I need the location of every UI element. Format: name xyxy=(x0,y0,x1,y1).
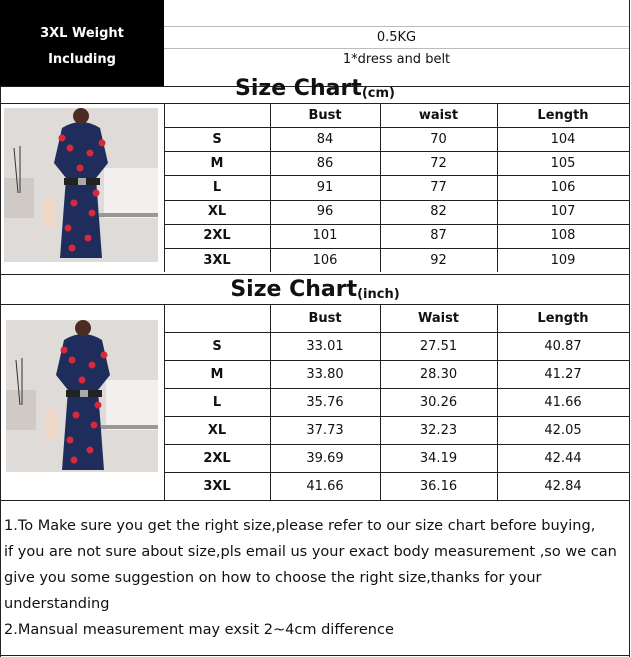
measure-cell: 41.66 xyxy=(544,394,582,410)
measure-cell: 39.69 xyxy=(306,450,344,466)
measure-cell: 41.27 xyxy=(544,366,582,382)
note-line: give you some suggestion on how to choos… xyxy=(4,570,542,586)
measure-cell: 106 xyxy=(550,179,576,195)
including-value: 1*dress and belt xyxy=(342,51,451,67)
measure-cell: 33.80 xyxy=(306,366,344,382)
size-cell: XL xyxy=(207,422,227,438)
measure-cell: 27.51 xyxy=(419,338,458,354)
size-cell: 3XL xyxy=(203,478,231,494)
inch-title: Size Chart (inch) xyxy=(230,276,400,302)
column-header: Bust xyxy=(308,310,342,326)
measure-cell: 87 xyxy=(430,228,447,244)
measure-cell: 35.76 xyxy=(306,394,344,410)
dress-illustration xyxy=(4,108,158,262)
measure-cell: 33.01 xyxy=(306,338,344,354)
dress-illustration xyxy=(6,320,158,472)
column-header: Bust xyxy=(308,107,342,123)
note-line: 1.To Make sure you get the right size,pl… xyxy=(4,518,596,534)
measure-cell: 105 xyxy=(550,155,576,171)
measure-cell: 101 xyxy=(312,228,338,244)
measure-cell: 96 xyxy=(316,204,334,220)
measure-cell: 70 xyxy=(430,131,447,147)
size-notes: 1.To Make sure you get the right size,pl… xyxy=(4,513,629,643)
note-line: if you are not sure about size,pls email… xyxy=(4,544,617,560)
measure-cell: 109 xyxy=(550,252,576,268)
including-label: Including xyxy=(48,51,116,67)
cm-title: Size Chart (cm) xyxy=(235,75,395,101)
measure-cell: 42.44 xyxy=(544,450,582,466)
size-cell: L xyxy=(212,179,222,195)
measure-cell: 42.84 xyxy=(544,478,582,494)
size-cell: M xyxy=(210,155,224,171)
measure-cell: 108 xyxy=(550,228,576,244)
note-line: 2.Mansual measurement may exsit 2~4cm di… xyxy=(4,622,394,638)
weight-value: 0.5KG xyxy=(376,29,417,45)
measure-cell: 42.05 xyxy=(544,422,582,438)
size-cell: S xyxy=(212,131,222,147)
column-header: Length xyxy=(537,310,589,326)
measure-cell: 77 xyxy=(430,179,447,195)
measure-cell: 72 xyxy=(430,155,447,171)
measure-cell: 84 xyxy=(316,131,334,147)
dress-photo-cm xyxy=(4,108,158,262)
column-header: Length xyxy=(537,107,589,123)
measure-cell: 28.30 xyxy=(419,366,458,382)
column-header: Waist xyxy=(417,310,460,326)
size-cell: 2XL xyxy=(203,450,231,466)
measure-cell: 41.66 xyxy=(306,478,344,494)
column-header: waist xyxy=(418,107,459,123)
size-cell: M xyxy=(210,366,224,382)
measure-cell: 86 xyxy=(316,155,334,171)
size-cell: L xyxy=(212,394,222,410)
measure-cell: 91 xyxy=(316,179,334,195)
measure-cell: 36.16 xyxy=(419,478,458,494)
note-line: understanding xyxy=(4,596,110,612)
measure-cell: 40.87 xyxy=(544,338,582,354)
measure-cell: 32.23 xyxy=(419,422,458,438)
size-cell: XL xyxy=(207,204,227,220)
measure-cell: 37.73 xyxy=(306,422,344,438)
size-cell: 2XL xyxy=(203,228,231,244)
measure-cell: 106 xyxy=(312,252,338,268)
size-cell: 3XL xyxy=(203,252,231,268)
measure-cell: 92 xyxy=(430,252,447,268)
measure-cell: 107 xyxy=(550,204,576,220)
measure-cell: 82 xyxy=(430,204,447,220)
weight-label: 3XL Weight xyxy=(40,25,124,41)
measure-cell: 34.19 xyxy=(419,450,458,466)
dress-photo-inch xyxy=(6,320,158,472)
measure-cell: 30.26 xyxy=(419,394,458,410)
header-label-block xyxy=(0,0,164,86)
size-cell: S xyxy=(212,338,222,354)
measure-cell: 104 xyxy=(550,131,576,147)
